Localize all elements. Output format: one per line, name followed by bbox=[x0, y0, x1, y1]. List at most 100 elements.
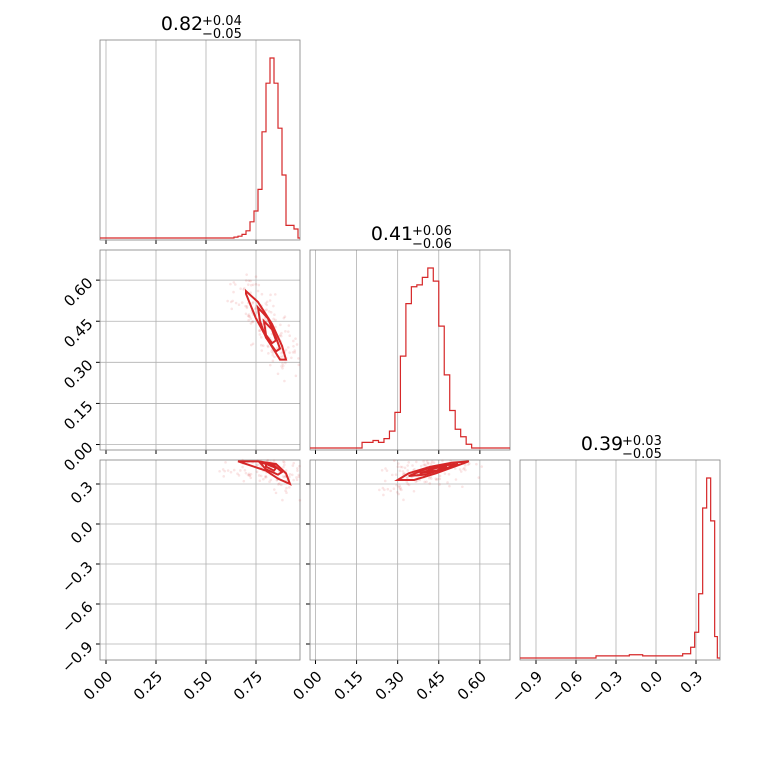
p10-sample-71 bbox=[266, 344, 270, 348]
p10-sample-59 bbox=[229, 282, 232, 286]
p20-sample-24 bbox=[246, 473, 250, 477]
p21-sample-68 bbox=[414, 480, 418, 484]
p10-sample-82 bbox=[248, 315, 252, 318]
p20-sample-16 bbox=[269, 478, 273, 482]
p20-sample-45 bbox=[275, 478, 279, 482]
diag-2-frame bbox=[519, 459, 721, 661]
diag-0: 0.82+0.04−0.05 bbox=[99, 13, 301, 244]
p20-sample-3 bbox=[257, 474, 261, 477]
p20-sample-34 bbox=[272, 459, 276, 462]
p20-sample-103 bbox=[236, 472, 239, 475]
p20-sample-54 bbox=[268, 480, 271, 484]
p21-sample-39 bbox=[395, 483, 398, 487]
p10-contour-2 bbox=[262, 318, 278, 345]
p20-sample-13 bbox=[288, 472, 292, 476]
p10-sample-35 bbox=[247, 313, 251, 316]
p21-sample-12 bbox=[434, 478, 438, 482]
p10-sample-0 bbox=[279, 334, 283, 338]
p20-sample-79 bbox=[297, 473, 301, 477]
p10-sample-114 bbox=[232, 281, 236, 284]
p21-sample-98 bbox=[436, 477, 439, 481]
p20-sample-25 bbox=[229, 470, 233, 474]
p21-sample-57 bbox=[405, 480, 409, 484]
p10-sample-104 bbox=[249, 283, 253, 287]
p10-sample-142 bbox=[249, 322, 253, 325]
p21-sample-20 bbox=[403, 466, 407, 470]
p10-contour-0 bbox=[245, 288, 288, 361]
diag-2-xtick-label-0: −0.9 bbox=[508, 668, 546, 706]
p10-sample-88 bbox=[254, 282, 258, 286]
p10-sample-150 bbox=[251, 300, 255, 304]
p21-sample-30 bbox=[392, 459, 396, 462]
p10-sample-112 bbox=[290, 356, 293, 360]
p10-sample-118 bbox=[279, 355, 283, 359]
p20-sample-113 bbox=[292, 478, 295, 482]
p21-sample-59 bbox=[380, 468, 384, 472]
p10-sample-106 bbox=[274, 318, 277, 322]
p10-sample-95 bbox=[263, 317, 267, 320]
p10-sample-78 bbox=[273, 313, 276, 317]
p20-sample-138 bbox=[272, 488, 276, 491]
p10-sample-19 bbox=[297, 357, 300, 360]
p21-sample-73 bbox=[438, 474, 442, 478]
p21-sample-35 bbox=[398, 484, 401, 488]
p10-sample-49 bbox=[251, 320, 254, 324]
p10-ytick-label-4: 0.60 bbox=[60, 274, 96, 310]
p21-sample-107 bbox=[392, 487, 396, 491]
p21-contour-1 bbox=[408, 463, 459, 477]
p21-sample-43 bbox=[382, 493, 385, 497]
p10-sample-70 bbox=[292, 344, 295, 348]
p20-sample-112 bbox=[288, 475, 291, 479]
p21-frame bbox=[309, 459, 511, 661]
p21-sample-34 bbox=[427, 462, 430, 465]
p20-xtick-labels: 0.00 0.25 0.50 0.75 bbox=[80, 668, 266, 704]
p20-sample-22 bbox=[278, 482, 281, 485]
p10-sample-16 bbox=[271, 359, 275, 363]
p10-sample-54 bbox=[270, 350, 273, 353]
diag-2-xtick-label-1: −0.6 bbox=[548, 668, 586, 706]
p21-sample-134 bbox=[446, 481, 449, 484]
p10-sample-17 bbox=[249, 343, 253, 347]
p20-sample-76 bbox=[285, 486, 288, 490]
p20-sample-82 bbox=[248, 474, 252, 478]
p20-xtick-label-3: 0.75 bbox=[230, 668, 266, 704]
p20-xtick-label-0: 0.00 bbox=[80, 668, 116, 704]
p10-sample-107 bbox=[240, 301, 244, 304]
p21-sample-139 bbox=[423, 463, 427, 466]
p21-xtick-label-3: 0.45 bbox=[413, 668, 449, 704]
p10-sample-66 bbox=[229, 300, 233, 304]
p10-sample-44 bbox=[294, 337, 297, 340]
p10-sample-21 bbox=[293, 351, 297, 354]
diag-2: 0.39+0.03−0.05 bbox=[519, 433, 721, 664]
p21-sample-96 bbox=[419, 464, 423, 468]
p20-sample-98 bbox=[281, 475, 285, 478]
p21-sample-87 bbox=[464, 468, 467, 472]
p10-contour-1 bbox=[256, 304, 282, 353]
p10-sample-40 bbox=[245, 273, 248, 276]
p10-sample-91 bbox=[259, 335, 263, 339]
diag-0-title-minus: −0.05 bbox=[202, 27, 242, 42]
p10-sample-24 bbox=[246, 314, 250, 318]
p21-sample-51 bbox=[383, 479, 387, 483]
p21-sample-37 bbox=[400, 465, 404, 469]
p20-sample-17 bbox=[247, 473, 251, 477]
p21-sample-92 bbox=[425, 480, 428, 484]
p10-ytick-label-2: 0.30 bbox=[60, 356, 96, 392]
p20-ytick-label-2: −0.3 bbox=[58, 558, 96, 596]
p10-sample-61 bbox=[251, 320, 255, 323]
p10-sample-132 bbox=[271, 353, 275, 357]
p10-sample-125 bbox=[247, 315, 251, 318]
p21-sample-125 bbox=[405, 476, 409, 480]
p10-sample-6 bbox=[244, 279, 248, 282]
p20-sample-19 bbox=[295, 476, 298, 479]
p10-sample-56 bbox=[254, 275, 258, 278]
diag-1-histogram bbox=[310, 267, 510, 449]
p21-sample-142 bbox=[407, 483, 411, 487]
p10-sample-154 bbox=[267, 352, 270, 355]
p21-sample-141 bbox=[443, 472, 447, 475]
p20-ytick-label-1: −0.6 bbox=[58, 598, 96, 636]
p20-sample-44 bbox=[298, 464, 301, 468]
diag-2-xtick-labels: −0.9 −0.6 −0.3 0.0 0.3 bbox=[508, 668, 706, 706]
p10-ytick-label-0: 0.00 bbox=[60, 438, 96, 474]
p21-sample-56 bbox=[406, 464, 409, 467]
